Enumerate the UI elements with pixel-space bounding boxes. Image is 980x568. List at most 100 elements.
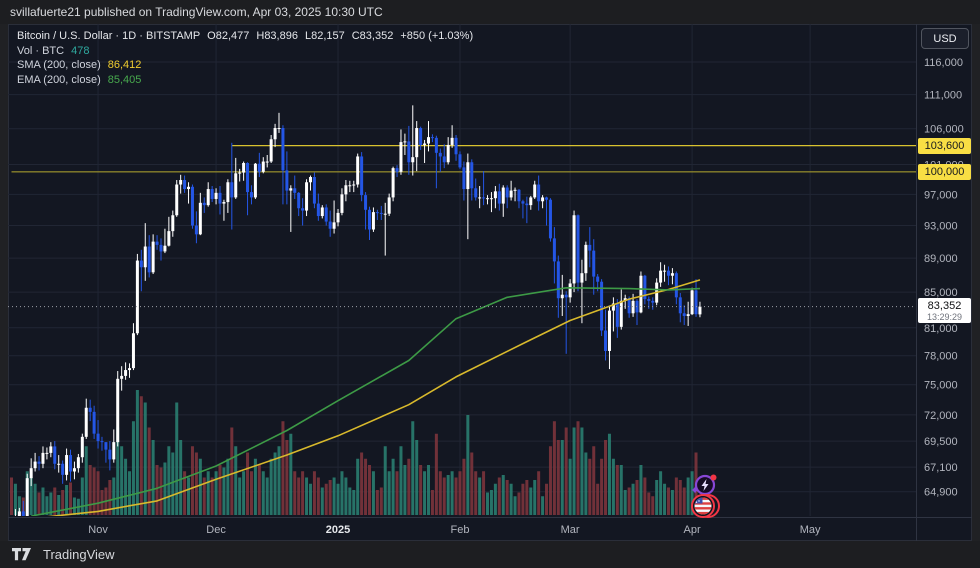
candle-down [257, 163, 261, 172]
alert-label-1[interactable]: 100,000 [918, 163, 971, 180]
price-tick[interactable]: 85,000 [924, 287, 958, 299]
candle-up [336, 212, 340, 223]
month-label[interactable]: Nov [88, 524, 108, 536]
bar-countdown: 13:29:29 [926, 311, 963, 322]
volume-bar [631, 483, 635, 515]
volume-bar [576, 421, 580, 515]
price-tick[interactable]: 67,100 [924, 462, 958, 474]
candle-up [151, 241, 155, 273]
candle-up [607, 310, 611, 351]
candle-up [171, 215, 175, 232]
alert-label-0[interactable]: 103,600 [918, 137, 971, 154]
volume-bar [230, 427, 234, 515]
volume-bar [434, 433, 438, 515]
candle-down [552, 238, 556, 262]
price-tick[interactable]: 78,000 [924, 351, 958, 363]
volume-bar [623, 490, 627, 515]
candle-up [163, 245, 167, 252]
volume-bar [364, 458, 368, 515]
candle-down [100, 441, 104, 443]
candle-up [320, 207, 324, 217]
price-chart[interactable]: 116,000111,000106,000101,00097,00093,000… [8, 24, 972, 541]
us-flag-reaction-sticker[interactable] [691, 494, 720, 518]
candle-up [112, 442, 116, 460]
volume-bar [10, 477, 13, 515]
month-label[interactable]: Mar [561, 524, 580, 536]
price-tick[interactable]: 89,000 [924, 253, 958, 265]
price-tick[interactable]: 111,000 [924, 90, 962, 102]
volume-bar [655, 480, 659, 515]
candle-up [261, 161, 265, 172]
tradingview-logo[interactable] [12, 547, 34, 562]
month-label[interactable]: May [800, 524, 821, 536]
candle-down [301, 208, 305, 211]
volume-bar [13, 483, 17, 515]
volume-bar [407, 458, 411, 515]
price-tick[interactable]: 64,900 [924, 487, 958, 499]
candle-up [273, 128, 277, 140]
volume-bar [505, 480, 509, 515]
volume-bar [131, 421, 135, 515]
candle-down [360, 156, 364, 196]
candle-up [670, 273, 674, 276]
volume-bar [332, 477, 336, 515]
price-tick[interactable]: 116,000 [924, 57, 963, 69]
candle-down [21, 511, 25, 516]
price-tick[interactable]: 81,000 [924, 323, 958, 335]
candle-down [96, 433, 100, 442]
candle-up [25, 478, 29, 516]
volume-bar [139, 396, 143, 515]
price-tick[interactable]: 72,000 [924, 410, 958, 422]
candle-down [576, 215, 580, 283]
publish-text: svillafuerte21 published on TradingView.… [10, 5, 383, 19]
volume-bar [678, 480, 682, 515]
candle-up [659, 270, 663, 283]
volume-bar [427, 465, 431, 515]
volume-bar [88, 465, 92, 515]
month-label[interactable]: Feb [450, 524, 469, 536]
ema-line [31, 287, 701, 516]
month-label[interactable]: Apr [684, 524, 701, 536]
volume-bar [238, 477, 242, 515]
lightning-reaction-sticker[interactable] [691, 474, 717, 496]
volume-bar [352, 490, 356, 515]
candle-up [84, 407, 88, 437]
volume-bar [537, 471, 541, 515]
volume-bar [187, 477, 191, 515]
candle-down [375, 212, 379, 214]
lightning-bolt-icon [701, 479, 709, 491]
candle-up [269, 139, 273, 162]
candle-down [517, 189, 521, 202]
volume-bar [297, 477, 301, 515]
volume-bar [592, 446, 596, 515]
volume-bar [556, 440, 560, 515]
publish-bar: svillafuerte21 published on TradingView.… [0, 0, 980, 24]
volume-bar [246, 452, 250, 515]
volume-bar [611, 458, 615, 515]
candle-up [533, 184, 537, 198]
month-label[interactable]: 2025 [326, 524, 350, 536]
price-tick[interactable]: 97,000 [924, 189, 958, 201]
footer-brand[interactable]: TradingView [43, 547, 115, 562]
candle-up [698, 306, 702, 315]
candle-down [246, 163, 250, 193]
volume-bar [643, 477, 647, 515]
price-label-box[interactable]: 83,352 13:29:29 [918, 297, 971, 323]
candle-down [462, 167, 466, 190]
candle-up [305, 182, 309, 211]
candle-up [399, 142, 403, 172]
candle-up [450, 137, 454, 145]
candle-down [312, 177, 316, 204]
price-tick[interactable]: 69,500 [924, 436, 958, 448]
volume-bar [257, 465, 261, 515]
volume-bar [651, 496, 655, 515]
candle-down [505, 187, 509, 198]
volume-bar [253, 458, 257, 515]
price-tick[interactable]: 75,000 [924, 380, 958, 392]
currency-button[interactable]: USD [921, 28, 969, 49]
month-label[interactable]: Dec [206, 524, 226, 536]
volume-bar [470, 452, 474, 515]
price-tick[interactable]: 106,000 [924, 124, 964, 136]
candle-up [623, 298, 627, 301]
price-tick[interactable]: 93,000 [924, 221, 958, 233]
